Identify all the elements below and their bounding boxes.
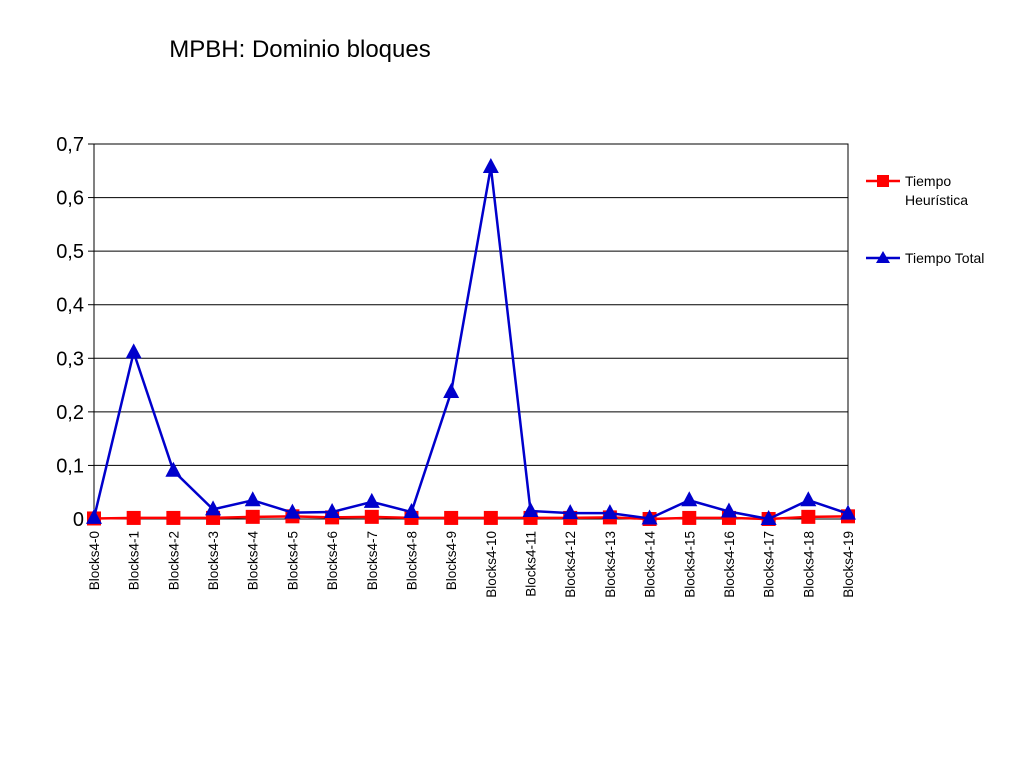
data-point-triangle xyxy=(324,503,341,519)
x-axis-ticks: Blocks4-0 Blocks4-1 Blocks4-2 Blocks4-3 Bloc… xyxy=(87,531,856,598)
series-line-tiempo-total xyxy=(92,166,849,521)
data-point-triangle xyxy=(125,343,142,359)
data-point-triangle xyxy=(244,491,261,507)
x-category-label: Blocks4-11 xyxy=(524,531,539,597)
data-point-triangle xyxy=(482,158,499,174)
data-point-triangle xyxy=(720,502,737,518)
x-category-label: Blocks4-1 xyxy=(127,531,142,590)
y-tick-label: 0,6 xyxy=(56,188,84,210)
y-tick-label: 0,3 xyxy=(56,348,84,370)
data-point-triangle xyxy=(403,503,420,519)
data-point-triangle xyxy=(760,510,777,525)
data-point-triangle xyxy=(284,503,301,519)
y-tick-label: 0,2 xyxy=(56,402,84,424)
y-tick-label: 0 xyxy=(73,509,84,531)
data-point-square xyxy=(364,509,379,524)
data-point-triangle xyxy=(205,500,222,516)
data-point-triangle xyxy=(641,509,658,525)
data-point-triangle xyxy=(800,491,817,507)
x-category-label: Blocks4-14 xyxy=(643,531,658,598)
x-category-label: Blocks4-7 xyxy=(365,531,380,590)
x-category-label: Blocks4-8 xyxy=(404,531,419,590)
data-point-square xyxy=(166,510,181,525)
data-point-square xyxy=(444,510,459,525)
data-point-square xyxy=(801,509,816,524)
x-category-label: Blocks4-12 xyxy=(563,531,578,598)
y-axis-ticks: 0 0,1 0,2 0,3 0,4 0,5 0,6 0,7 xyxy=(56,134,94,531)
plot-area xyxy=(93,143,849,520)
data-point-square xyxy=(682,510,697,525)
data-point-triangle xyxy=(86,508,102,524)
legend-label: Tiempo Total xyxy=(905,250,984,266)
legend-marker-triangle xyxy=(876,251,890,263)
y-tick-label: 0,5 xyxy=(56,241,84,263)
data-point-triangle xyxy=(840,504,856,520)
x-category-label: Blocks4-17 xyxy=(762,531,777,598)
x-category-label: Blocks4-6 xyxy=(325,531,340,590)
x-category-label: Blocks4-9 xyxy=(444,531,459,590)
data-point-square xyxy=(245,509,260,524)
data-point-triangle xyxy=(165,461,182,477)
y-tick-label: 0,4 xyxy=(56,295,84,317)
x-category-label: Blocks4-19 xyxy=(841,531,856,598)
legend-marker-square xyxy=(877,175,889,187)
x-category-label: Blocks4-15 xyxy=(682,531,697,598)
data-point-triangle xyxy=(522,501,539,517)
x-category-label: Blocks4-13 xyxy=(603,531,618,598)
y-tick-label: 0,7 xyxy=(56,134,84,156)
x-category-label: Blocks4-16 xyxy=(722,531,737,598)
data-point-triangle xyxy=(562,504,579,520)
legend-label: Tiempo Heurística xyxy=(905,173,968,208)
x-category-label: Blocks4-0 xyxy=(87,531,102,590)
x-category-label: Blocks4-5 xyxy=(285,531,300,590)
x-category-label: Blocks4-18 xyxy=(801,531,816,598)
y-tick-label: 0,1 xyxy=(56,455,84,477)
data-point-triangle xyxy=(601,504,618,520)
data-point-square xyxy=(483,510,498,525)
chart-title: MPBH: Dominio bloques xyxy=(169,36,431,63)
legend: Tiempo Heurística Tiempo Total xyxy=(866,173,984,266)
x-category-label: Blocks4-10 xyxy=(484,531,499,598)
data-point-triangle xyxy=(681,491,698,507)
series-group xyxy=(86,158,856,526)
data-point-triangle xyxy=(363,492,380,508)
data-point-triangle xyxy=(443,383,460,399)
x-category-label: Blocks4-4 xyxy=(246,531,261,591)
x-category-label: Blocks4-2 xyxy=(166,531,181,590)
data-point-square xyxy=(126,510,141,525)
x-category-label: Blocks4-3 xyxy=(206,531,221,590)
